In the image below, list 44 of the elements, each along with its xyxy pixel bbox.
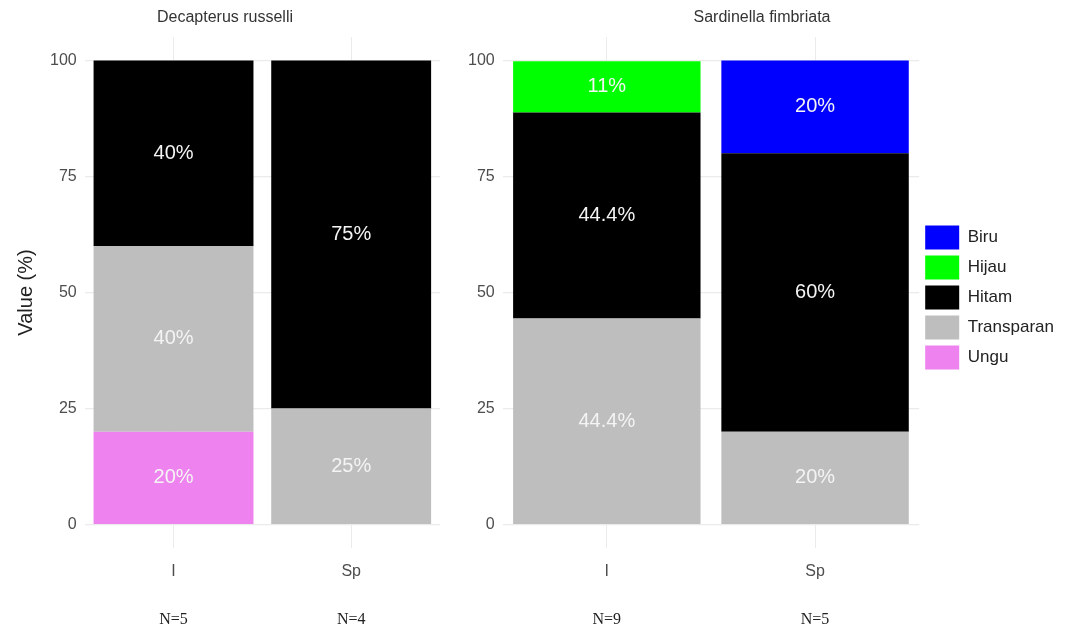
text: N=5 — [159, 610, 188, 627]
bar — [721, 431, 909, 524]
text: N=9 — [592, 610, 622, 627]
bar — [513, 61, 701, 113]
bar — [513, 112, 701, 319]
legend-label: Hijau — [967, 257, 1007, 277]
bar — [93, 431, 254, 524]
y-tick-label: 100 — [467, 50, 495, 68]
y-tick-label: 75 — [476, 166, 495, 184]
y-tick-label: 50 — [476, 282, 495, 300]
bar — [271, 60, 432, 409]
data-label: 11% — [587, 74, 627, 97]
data-label: 75% — [331, 221, 372, 244]
y-tick-label: 0 — [485, 515, 495, 532]
legend-label: Transparan — [967, 317, 1055, 337]
chart-title: Decapterus russelli — [156, 8, 294, 26]
legend-label: Hitam — [967, 287, 1013, 307]
y-tick-label: 0 — [67, 515, 77, 532]
data-label: 20% — [795, 94, 836, 117]
legend-label: Ungu — [967, 347, 1009, 367]
bar — [271, 408, 432, 524]
legend-label: Biru — [967, 227, 998, 247]
y-tick-label: 25 — [476, 398, 495, 416]
x-tick-label: Sp — [341, 561, 362, 579]
text: N=5 — [800, 610, 830, 627]
y-tick-label: 50 — [58, 282, 77, 300]
bar — [513, 318, 701, 524]
y-axis-title: Value (%) — [13, 249, 36, 336]
data-label: 44.4% — [578, 202, 636, 225]
y-tick-label: 75 — [58, 166, 77, 184]
text: N=4 — [336, 610, 366, 627]
chart-title: Sardinella fimbriata — [693, 8, 831, 26]
y-tick-label: 25 — [58, 398, 77, 416]
bar — [721, 153, 909, 432]
bar — [93, 60, 254, 247]
x-tick-label: I — [604, 561, 610, 579]
y-tick-label: 100 — [49, 50, 77, 68]
bar — [93, 246, 254, 432]
data-label: 20% — [153, 465, 194, 488]
data-label: 40% — [153, 140, 194, 163]
x-tick-label: I — [171, 561, 176, 579]
bar — [721, 60, 909, 154]
x-tick-label: Sp — [805, 561, 825, 579]
data-label: 60% — [795, 280, 836, 303]
